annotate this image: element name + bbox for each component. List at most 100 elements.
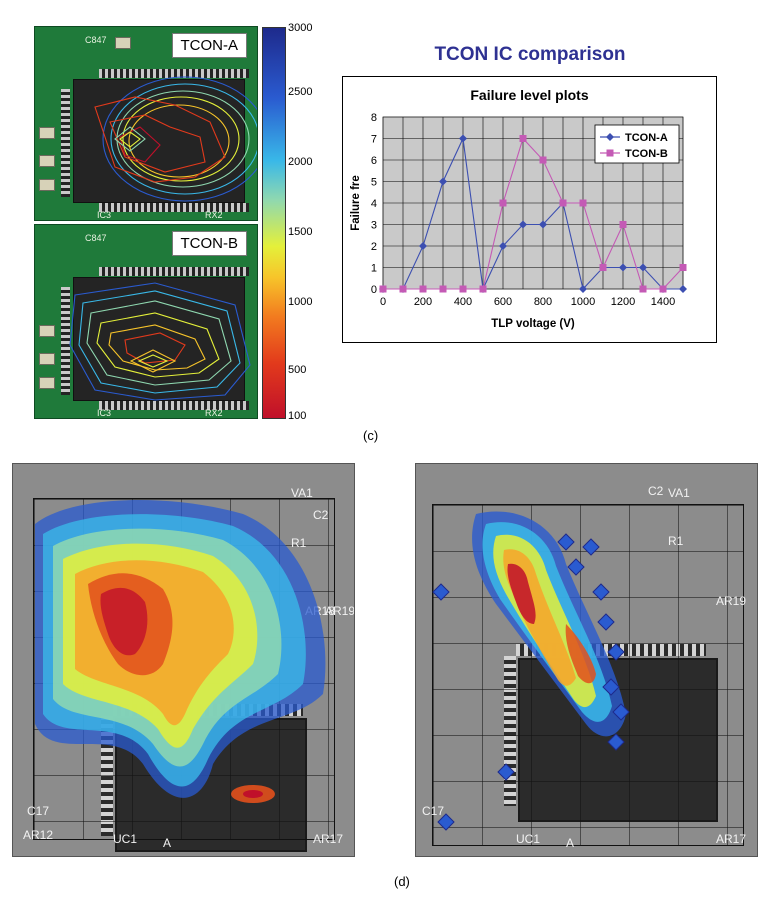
y-tick-label: 5 <box>371 177 377 189</box>
silk-label: RX2 <box>205 210 223 220</box>
data-point <box>599 264 607 271</box>
data-point <box>419 285 427 293</box>
pcb-label: UC1 <box>516 832 541 846</box>
colorbar-tick: 1000 <box>288 296 313 308</box>
pcb-label: VA1 <box>291 486 313 500</box>
y-tick-label: 8 <box>371 112 377 124</box>
silk-label: IC3 <box>97 210 112 220</box>
data-point <box>619 221 627 228</box>
line-chart: 0 1 2 3 4 5 6 7 8 0 200 400 600 800 1000 1200 1400 TLP vo… <box>350 112 687 330</box>
legend-marker <box>606 133 614 141</box>
tcon-b-tag: TCON-B <box>171 231 247 256</box>
smd-pad <box>39 353 55 365</box>
y-tick-label: 3 <box>371 220 377 232</box>
data-point <box>479 285 487 293</box>
data-point <box>539 156 547 164</box>
data-point <box>439 285 447 293</box>
contour-overlay <box>94 76 257 202</box>
legend-label: TCON-A <box>625 132 668 144</box>
pin-column <box>61 89 70 197</box>
data-point <box>639 285 647 293</box>
pcb-label: A <box>566 836 575 850</box>
smd-pad <box>39 377 55 389</box>
x-tick-label: 1400 <box>651 296 675 308</box>
chart-title: TCON IC comparison <box>434 44 626 65</box>
chart-frame: Failure level plots 0 1 2 3 4 5 6 7 8 0 200 400 600 8… <box>342 76 717 343</box>
x-tick-label: 0 <box>380 296 386 308</box>
left-thermal-map: VA1 C2 R1 AR18 AR19 C17 AR12 UC1 A AR17 <box>12 463 355 857</box>
pcb-label: UC1 <box>113 832 138 846</box>
caption-c: (c) <box>363 428 379 443</box>
data-point <box>639 263 647 272</box>
data-point <box>499 199 507 207</box>
smd-pad <box>39 179 55 191</box>
pcb-label: C2 <box>648 484 664 498</box>
legend-label: TCON-B <box>625 148 668 160</box>
data-point <box>559 199 567 207</box>
contour-overlay <box>69 282 251 401</box>
data-point <box>659 285 667 293</box>
legend-box <box>594 124 680 164</box>
tcon-b-thermal-image: C847 IC3 RX2 TCON-B <box>34 224 258 419</box>
data-point <box>379 285 387 293</box>
y-tick-label: 7 <box>371 134 377 146</box>
smd-pad <box>39 325 55 337</box>
tcon-a-tag: TCON-A <box>171 33 247 58</box>
silk-label: IC3 <box>97 408 112 418</box>
data-point <box>459 285 467 293</box>
series-line-tcon-a <box>383 136 683 291</box>
ic-chip <box>73 277 245 401</box>
pcb-label: AR17 <box>716 832 747 846</box>
data-point <box>519 220 527 229</box>
colorbar-tick: 500 <box>288 364 307 376</box>
colorbar <box>262 27 286 419</box>
right-thermal-map: VA1 C2 R1 AR19 C17 UC1 A AR17 <box>415 463 758 857</box>
x-tick-label: 1200 <box>611 296 635 308</box>
y-tick-label: 1 <box>371 263 377 275</box>
colorbar-tick: 2000 <box>288 156 313 168</box>
series-line-tcon-b <box>383 137 684 290</box>
data-point <box>399 285 407 293</box>
x-tick-label: 400 <box>454 296 472 308</box>
x-tick-label: 1000 <box>571 296 595 308</box>
x-tick-label: 800 <box>534 296 552 308</box>
pcb-label: C17 <box>27 804 50 818</box>
colorbar-tick: 3000 <box>288 22 313 34</box>
silk-label: C847 <box>85 233 107 243</box>
pin-row <box>99 203 249 212</box>
data-point <box>439 177 447 186</box>
data-point <box>519 135 527 142</box>
data-point <box>539 220 547 229</box>
pin-column <box>61 287 70 395</box>
data-point <box>579 285 587 293</box>
silk-label: RX2 <box>205 408 223 418</box>
data-point <box>679 285 687 293</box>
heat-overlay <box>432 511 630 831</box>
pcb-label: AR17 <box>313 832 344 846</box>
pcb-label: C2 <box>313 508 329 522</box>
data-point <box>419 242 427 250</box>
y-tick-label: 6 <box>371 155 377 167</box>
heat-overlay <box>35 500 326 803</box>
x-tick-label: 600 <box>494 296 512 308</box>
pcb-label: VA1 <box>668 486 690 500</box>
x-tick-label: 200 <box>414 296 432 308</box>
y-tick-label: 4 <box>371 198 377 210</box>
smd-pad <box>115 37 131 49</box>
data-point <box>459 134 467 143</box>
data-point <box>499 242 507 250</box>
smd-pad <box>39 155 55 167</box>
y-tick-label: 2 <box>371 241 377 253</box>
chart-subtitle: Failure level plots <box>470 87 589 103</box>
colorbar-tick: 1500 <box>288 226 313 238</box>
pcb-label: AR12 <box>23 828 54 842</box>
pin-row <box>99 401 249 410</box>
y-tick-label: 0 <box>371 284 377 296</box>
smd-pad <box>39 127 55 139</box>
y-axis-label: Failure fre <box>350 175 362 231</box>
tcon-a-thermal-image: C847 IC3 RX2 TCON-A <box>34 26 258 221</box>
pin-row <box>99 267 249 276</box>
data-point <box>579 199 587 207</box>
data-point <box>679 264 687 271</box>
pcb-label: C17 <box>422 804 445 818</box>
